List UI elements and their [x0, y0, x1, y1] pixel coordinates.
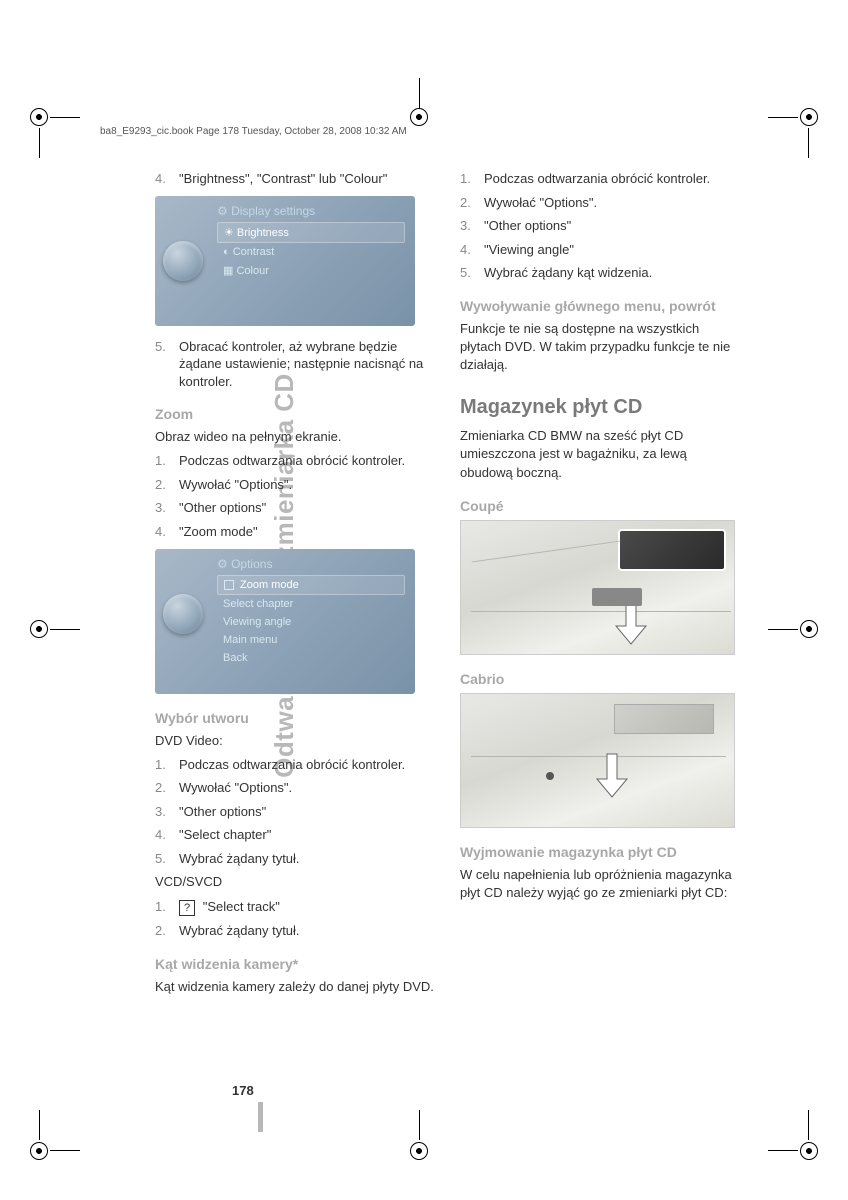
vcd-step-1-text: "Select track" — [203, 899, 280, 914]
heading-coupe: Coupé — [460, 498, 735, 514]
step-4: "Brightness", "Contrast" lub "Colour" — [155, 170, 430, 188]
mag-text: Zmieniarka CD BMW na sześć płyt CD umies… — [460, 427, 735, 482]
top-step-2: Wywołać "Options". — [460, 194, 735, 212]
photo-coupe — [460, 520, 735, 655]
heading-zoom: Zoom — [155, 406, 430, 422]
vcd-step-1: ? "Select track" — [155, 898, 430, 916]
right-column: Podczas odtwarzania obrócić kontroler. W… — [460, 170, 735, 1002]
step-5: Obracać kontroler, aż wybrane będzie żąd… — [155, 338, 430, 391]
heading-wyjmowanie: Wyjmowanie magazynka płyt CD — [460, 844, 735, 860]
heading-wybor: Wybór utworu — [155, 710, 430, 726]
vcd-step-2: Wybrać żądany tytuł. — [155, 922, 430, 940]
zoom-intro: Obraz wideo na pełnym ekranie. — [155, 428, 430, 446]
wyw-text: Funkcje te nie są dostępne na wszystkich… — [460, 320, 735, 375]
menu-item-viewing-angle: Viewing angle — [217, 613, 405, 631]
menu-item-brightness: Brightness — [237, 227, 289, 239]
wybor-step-3: "Other options" — [155, 803, 430, 821]
heading-wywolywanie: Wywoływanie głównego menu, powrót — [460, 298, 735, 314]
menu-item-colour: Colour — [236, 265, 268, 277]
wybor-step-4: "Select chapter" — [155, 826, 430, 844]
top-step-4: "Viewing angle" — [460, 241, 735, 259]
wybor-step-1: Podczas odtwarzania obrócić kontroler. — [155, 756, 430, 774]
left-column: "Brightness", "Contrast" lub "Colour" ⚙ … — [155, 170, 430, 1002]
wybor-step-5: Wybrać żądany tytuł. — [155, 850, 430, 868]
screenshot-options: ⚙ Options Zoom mode Select chapter Viewi… — [155, 549, 415, 694]
menu-item-back: Back — [217, 649, 405, 667]
page-bar — [258, 1102, 263, 1132]
photo-cabrio — [460, 693, 735, 828]
arrow-icon — [592, 749, 632, 799]
wybor-intro: DVD Video: — [155, 732, 430, 750]
wybor-step-2: Wywołać "Options". — [155, 779, 430, 797]
menu-title-text: Display settings — [231, 204, 315, 218]
heading-kat: Kąt widzenia kamery* — [155, 956, 430, 972]
menu-item-contrast: Contrast — [233, 246, 275, 258]
top-step-5: Wybrać żądany kąt widzenia. — [460, 264, 735, 282]
menu-item-select-chapter: Select chapter — [217, 595, 405, 613]
wyj-text: W celu napełnienia lub opróżnienia magaz… — [460, 866, 735, 902]
heading-magazynek: Magazynek płyt CD — [460, 396, 735, 419]
page-header: ba8_E9293_cic.book Page 178 Tuesday, Oct… — [100, 126, 407, 137]
menu-title-options: Options — [231, 557, 272, 571]
zoom-step-3: "Other options" — [155, 499, 430, 517]
page-number: 178 — [232, 1083, 254, 1098]
screenshot-display-settings: ⚙ Display settings ☀ Brightness ◐ Contra… — [155, 196, 415, 326]
top-step-1: Podczas odtwarzania obrócić kontroler. — [460, 170, 735, 188]
zoom-step-2: Wywołać "Options". — [155, 476, 430, 494]
zoom-step-1: Podczas odtwarzania obrócić kontroler. — [155, 452, 430, 470]
menu-item-main-menu: Main menu — [217, 631, 405, 649]
zoom-step-4: "Zoom mode" — [155, 523, 430, 541]
vcd-label: VCD/SVCD — [155, 873, 430, 891]
menu-item-zoom-mode: Zoom mode — [240, 579, 299, 591]
kat-text: Kąt widzenia kamery zależy do danej płyt… — [155, 978, 455, 996]
main-content: "Brightness", "Contrast" lub "Colour" ⚙ … — [155, 170, 735, 1002]
key-icon: ? — [179, 900, 195, 916]
top-step-3: "Other options" — [460, 217, 735, 235]
heading-cabrio: Cabrio — [460, 671, 735, 687]
